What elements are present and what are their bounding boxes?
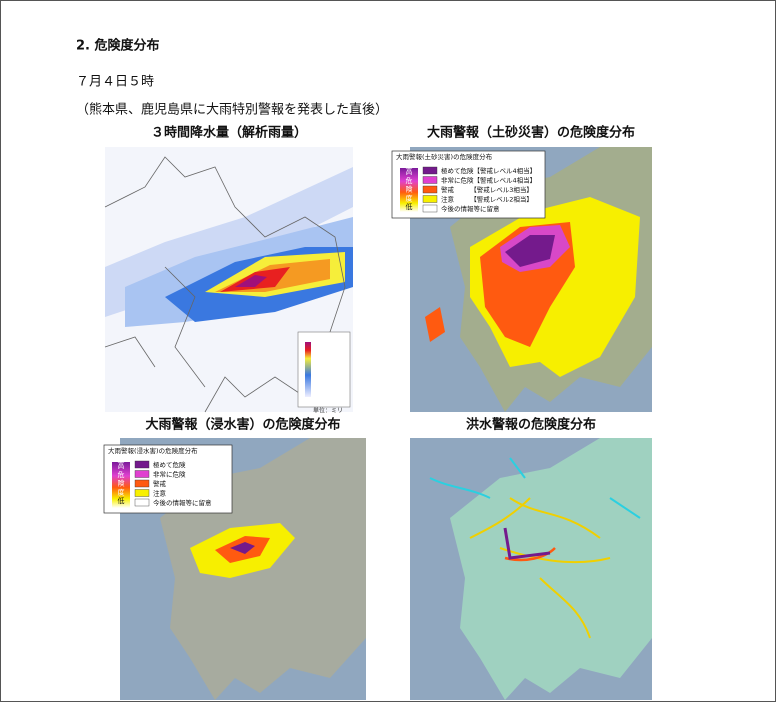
legend-swatch bbox=[422, 166, 438, 175]
legend-scale-label: 低 bbox=[118, 496, 125, 505]
map-title: 洪水警報の危険度分布 bbox=[466, 417, 596, 433]
level-5 bbox=[230, 542, 255, 554]
legend-scale-label: 険 bbox=[406, 185, 413, 194]
legend-scale-label: 険 bbox=[118, 479, 125, 488]
map-title: 大雨警報（浸水害）の危険度分布 bbox=[145, 417, 340, 433]
legend-scale-label: 危 bbox=[406, 176, 413, 185]
legend-swatch bbox=[134, 479, 150, 488]
legend-swatch bbox=[422, 185, 438, 194]
legend-swatch bbox=[134, 460, 150, 469]
legend-swatch bbox=[422, 204, 438, 213]
rain-map: 単位：ミリ bbox=[104, 147, 353, 415]
legend-item: 非常に危険【警戒レベル4相当】 bbox=[441, 176, 536, 185]
legend-title: 大雨警報(土砂災害)の危険度分布 bbox=[396, 152, 493, 161]
legend-item: 注意 bbox=[153, 489, 167, 498]
unit-label: 単位：ミリ bbox=[313, 407, 343, 415]
legend-item: 警戒 bbox=[153, 479, 167, 488]
date: ７月４日５時 bbox=[76, 75, 154, 90]
legend-swatch bbox=[134, 489, 150, 497]
legend-scale-label: 度 bbox=[406, 193, 413, 202]
legend-item: 今後の情報等に留意 bbox=[441, 204, 500, 213]
rain-core bbox=[235, 275, 267, 287]
island bbox=[425, 307, 445, 342]
legend-item: 今後の情報等に留意 bbox=[153, 498, 212, 507]
legend-item: 極めて危険【警戒レベル4相当】 bbox=[441, 166, 536, 175]
legend-scale-label: 度 bbox=[118, 487, 125, 496]
river bbox=[503, 527, 551, 560]
legend-swatch bbox=[422, 176, 438, 184]
legend-item: 極めて危険 bbox=[153, 460, 186, 469]
legend-scale-label: 高 bbox=[118, 461, 125, 470]
flood-map bbox=[410, 438, 652, 700]
inundation-legend bbox=[103, 444, 233, 514]
legend-title: 大雨警報(浸水害)の危険度分布 bbox=[108, 446, 198, 455]
level-5 bbox=[505, 235, 555, 267]
legend-scale-label: 高 bbox=[406, 167, 413, 176]
legend-item: 警戒 【警戒レベル3相当】 bbox=[441, 185, 533, 194]
legend-swatch bbox=[422, 195, 438, 203]
legend-scale bbox=[400, 168, 418, 212]
land bbox=[450, 438, 652, 700]
legend-scale bbox=[112, 462, 130, 508]
legend-scale-label: 危 bbox=[118, 470, 125, 479]
legend-item: 非常に危険 bbox=[153, 470, 186, 479]
legend-swatch bbox=[134, 470, 150, 478]
legend-item: 注意 【警戒レベル2相当】 bbox=[441, 195, 533, 204]
river bbox=[469, 497, 611, 639]
landslide-legend bbox=[391, 150, 546, 219]
legend-scale-label: 低 bbox=[406, 202, 413, 211]
legend-swatch bbox=[134, 498, 150, 507]
rain-legend-bar bbox=[305, 342, 311, 397]
map-title: 大雨警報（土砂災害）の危険度分布 bbox=[427, 125, 635, 141]
river bbox=[429, 457, 641, 519]
coastline bbox=[104, 156, 346, 413]
heading: 2. 危険度分布 bbox=[76, 38, 160, 54]
subtitle: （熊本県、鹿児島県に大雨特別警報を発表した直後） bbox=[76, 102, 388, 118]
map-title: ３時間降水量（解析雨量） bbox=[151, 125, 307, 141]
